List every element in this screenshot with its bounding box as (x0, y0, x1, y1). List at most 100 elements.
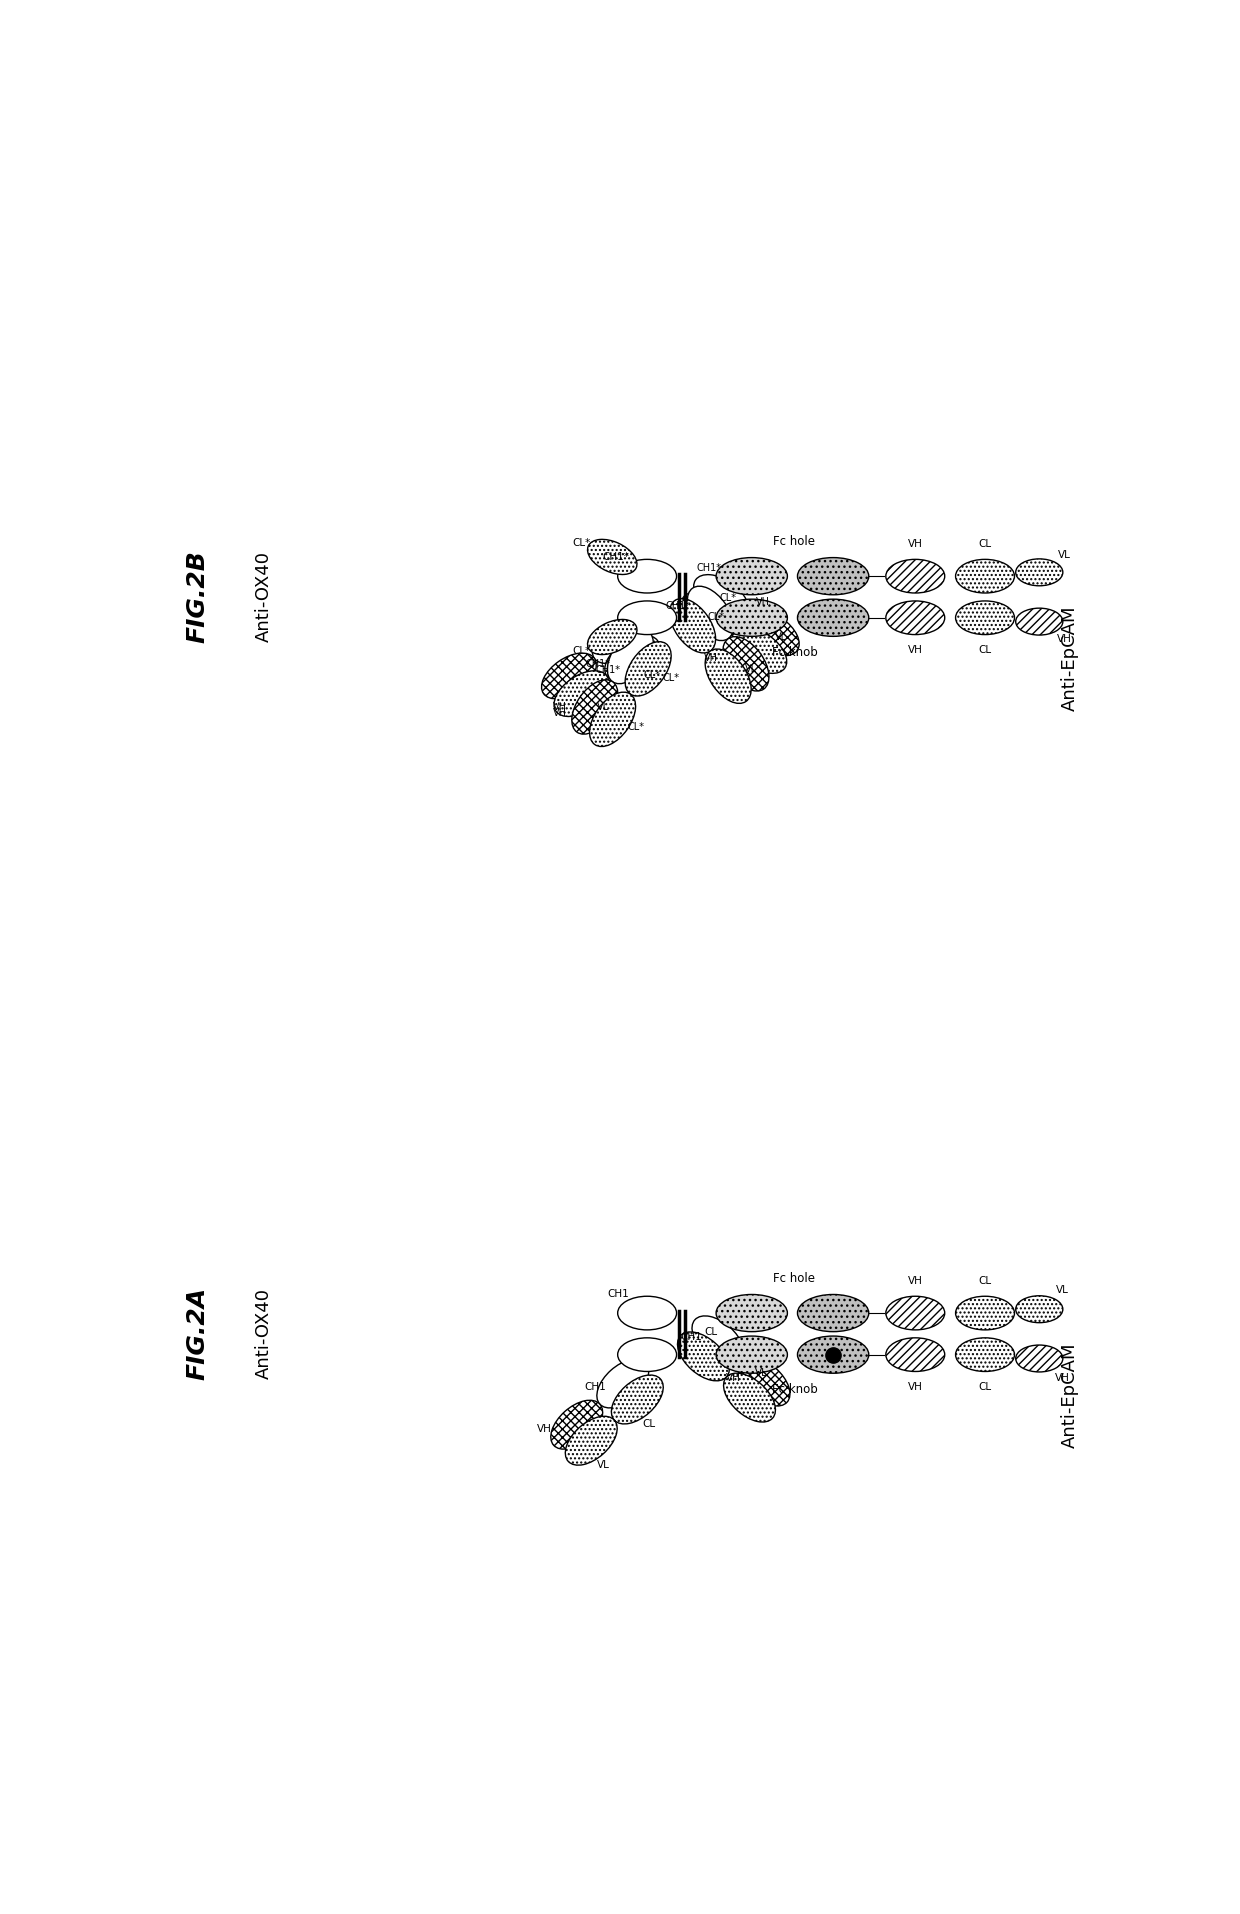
Text: CL: CL (978, 540, 992, 549)
Ellipse shape (956, 559, 1014, 593)
Text: Anti-EpCAM: Anti-EpCAM (1060, 607, 1079, 712)
Ellipse shape (611, 1374, 663, 1424)
Text: VL: VL (1058, 549, 1070, 559)
Text: CH1*: CH1* (666, 601, 691, 611)
Text: VH: VH (908, 1382, 923, 1391)
Ellipse shape (797, 599, 869, 635)
Ellipse shape (724, 1372, 775, 1422)
Text: CH1*: CH1* (585, 658, 610, 670)
Text: VL: VL (775, 632, 787, 641)
Ellipse shape (1016, 1346, 1063, 1372)
Text: CL: CL (642, 1418, 656, 1430)
Text: VH: VH (755, 597, 770, 607)
Ellipse shape (554, 670, 609, 716)
Text: VH: VH (704, 653, 718, 662)
Text: VL: VL (596, 702, 609, 712)
Ellipse shape (717, 1336, 787, 1372)
Text: CH1: CH1 (608, 1288, 630, 1300)
Text: VH: VH (1055, 1372, 1070, 1382)
Ellipse shape (618, 1296, 677, 1330)
Ellipse shape (738, 1357, 790, 1407)
Text: CL*: CL* (644, 670, 660, 679)
Text: CL*: CL* (719, 593, 737, 603)
Text: VL: VL (1056, 1284, 1069, 1296)
Ellipse shape (692, 1317, 744, 1365)
Text: CH1*: CH1* (603, 551, 630, 563)
Text: Fc hole: Fc hole (774, 536, 816, 547)
Ellipse shape (1016, 609, 1063, 635)
Ellipse shape (565, 1416, 618, 1466)
Ellipse shape (588, 540, 637, 574)
Text: CL*: CL* (707, 611, 724, 622)
Ellipse shape (797, 1294, 869, 1332)
Ellipse shape (1016, 1296, 1063, 1323)
Ellipse shape (588, 620, 637, 655)
Ellipse shape (706, 649, 751, 704)
Ellipse shape (717, 599, 787, 635)
Ellipse shape (687, 586, 733, 641)
Ellipse shape (956, 601, 1014, 635)
Text: Fc knob: Fc knob (771, 1382, 817, 1395)
Text: FIG.2B: FIG.2B (186, 551, 210, 643)
Ellipse shape (956, 1296, 1014, 1330)
Text: CL: CL (978, 1382, 992, 1391)
Text: VH: VH (553, 708, 567, 718)
Text: Anti-EpCAM: Anti-EpCAM (1060, 1344, 1079, 1449)
Text: VH: VH (537, 1424, 552, 1434)
Ellipse shape (596, 1359, 649, 1409)
Ellipse shape (885, 1338, 945, 1372)
Text: VL: VL (745, 664, 758, 674)
Ellipse shape (605, 635, 660, 681)
Text: VL: VL (755, 1369, 768, 1378)
Ellipse shape (608, 630, 653, 683)
Ellipse shape (593, 618, 647, 664)
Text: VH: VH (908, 540, 923, 549)
Ellipse shape (589, 693, 636, 746)
Ellipse shape (717, 557, 787, 595)
Text: Fc knob: Fc knob (771, 645, 817, 658)
Text: CL*: CL* (663, 674, 680, 683)
Text: CH1*: CH1* (697, 563, 722, 572)
Text: CL: CL (704, 1326, 718, 1336)
Text: VH: VH (1056, 634, 1071, 645)
Text: VH: VH (725, 1372, 740, 1382)
Text: Anti-OX40: Anti-OX40 (254, 551, 273, 643)
Ellipse shape (542, 653, 596, 699)
Text: CH1: CH1 (585, 1382, 606, 1391)
Text: CL*: CL* (572, 645, 590, 657)
Ellipse shape (723, 637, 769, 691)
Ellipse shape (744, 611, 800, 657)
Ellipse shape (956, 1338, 1014, 1372)
Text: CH1: CH1 (680, 1332, 702, 1342)
Text: VH: VH (908, 645, 923, 655)
Ellipse shape (618, 1338, 677, 1372)
Ellipse shape (572, 679, 618, 735)
Text: Fc hole: Fc hole (774, 1273, 816, 1284)
Ellipse shape (618, 559, 677, 593)
Text: CL*: CL* (627, 722, 645, 731)
Text: CL: CL (978, 1277, 992, 1286)
Ellipse shape (797, 557, 869, 595)
Ellipse shape (885, 1296, 945, 1330)
Text: FIG.2A: FIG.2A (186, 1288, 210, 1380)
Text: CL*: CL* (572, 538, 590, 547)
Ellipse shape (681, 591, 737, 637)
Ellipse shape (677, 1332, 729, 1380)
Text: CH1*: CH1* (595, 664, 620, 676)
Ellipse shape (717, 1294, 787, 1332)
Ellipse shape (625, 641, 671, 697)
Text: VL: VL (596, 1460, 609, 1470)
Ellipse shape (885, 559, 945, 593)
Text: VH: VH (553, 702, 567, 712)
Text: CL: CL (978, 645, 992, 655)
Ellipse shape (693, 574, 749, 620)
Text: Anti-OX40: Anti-OX40 (254, 1288, 273, 1380)
Text: VH: VH (908, 1277, 923, 1286)
Ellipse shape (885, 601, 945, 635)
Ellipse shape (551, 1401, 603, 1449)
Ellipse shape (732, 628, 786, 674)
Ellipse shape (1016, 559, 1063, 586)
Ellipse shape (797, 1336, 869, 1372)
Ellipse shape (618, 601, 677, 635)
Ellipse shape (670, 599, 715, 653)
